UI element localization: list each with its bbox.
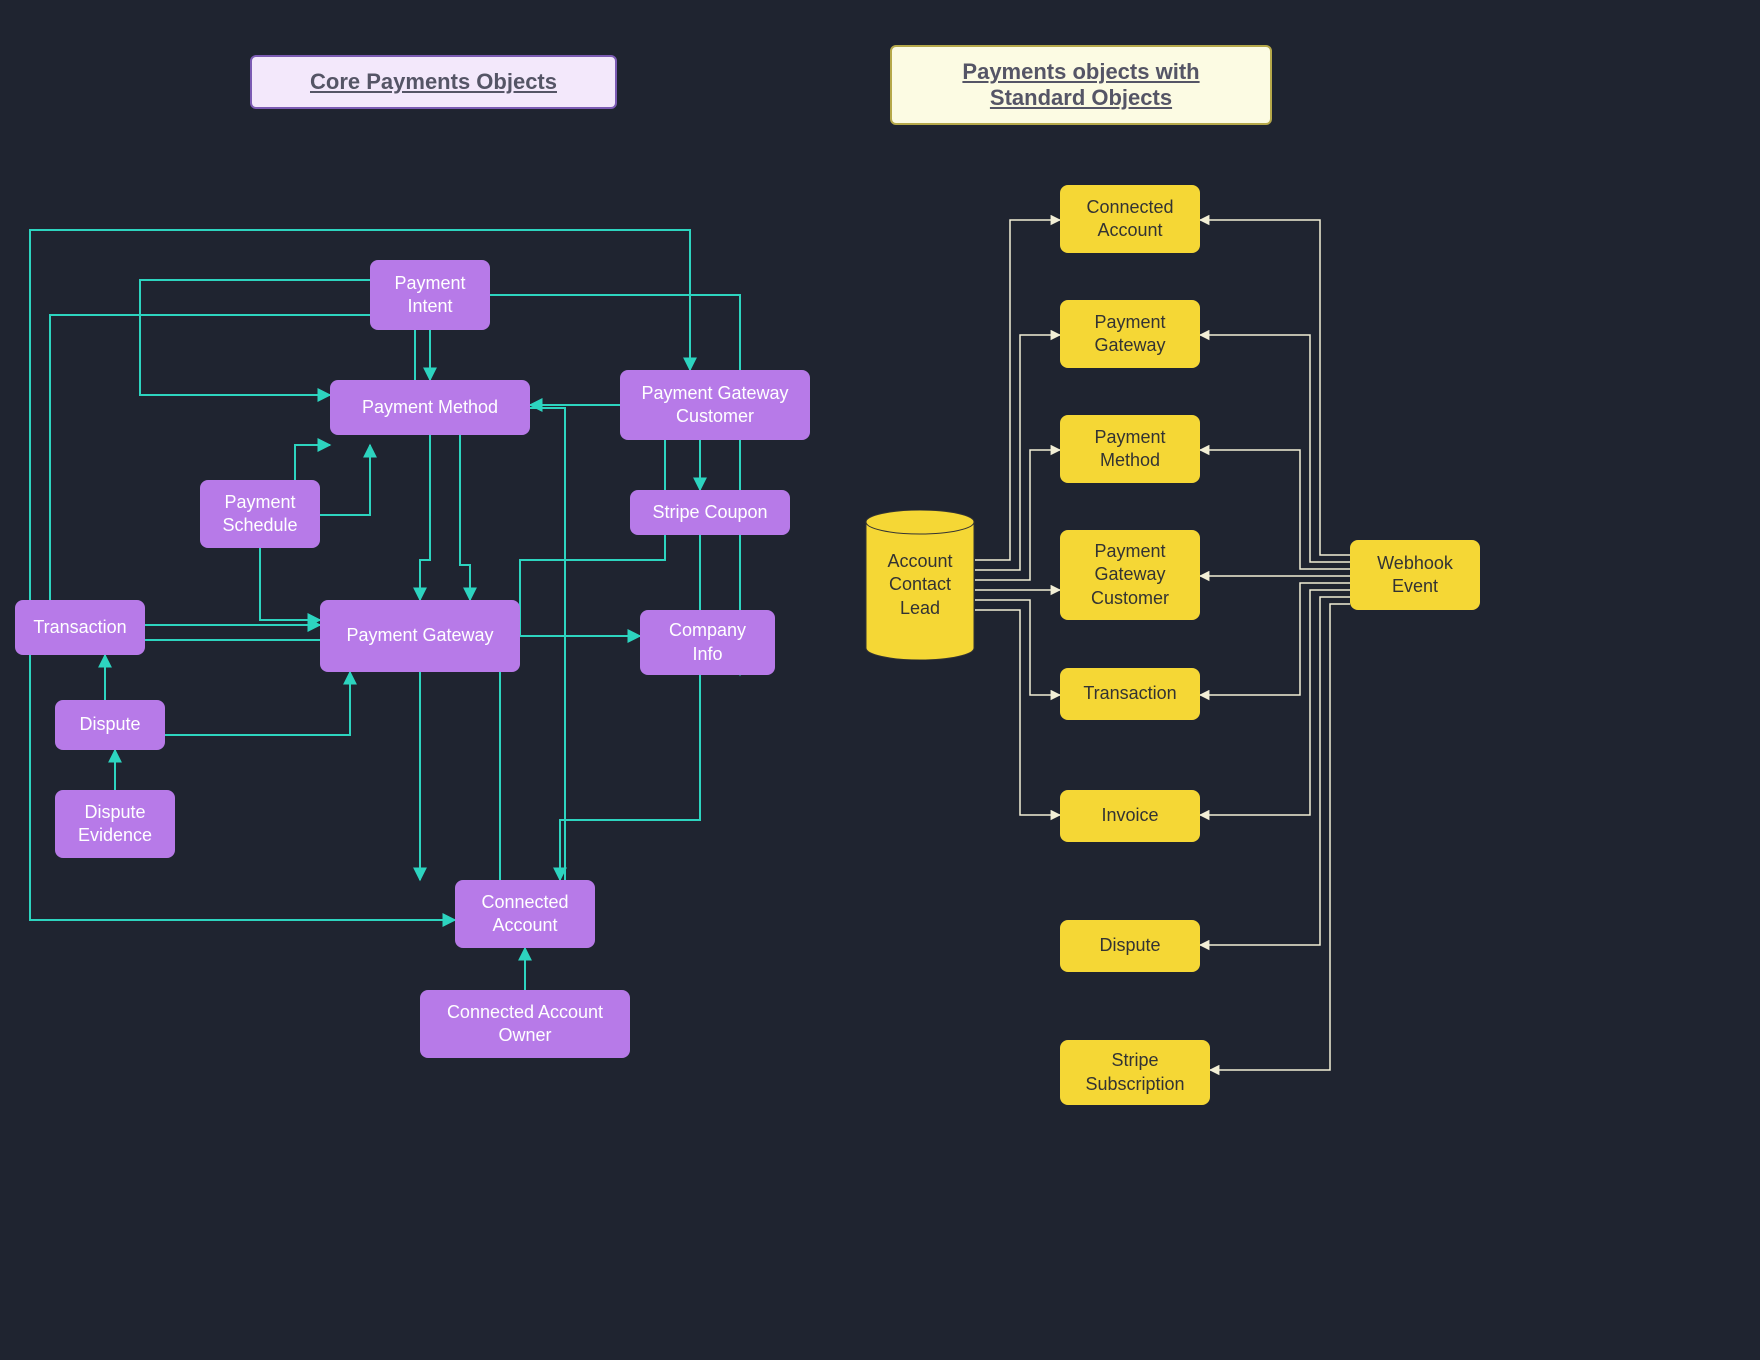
edge: [975, 450, 1060, 580]
p-devidence: DisputeEvidence: [55, 790, 175, 858]
y-ca: ConnectedAccount: [1060, 185, 1200, 253]
edge: [30, 655, 455, 920]
edge: [260, 548, 320, 620]
edge: [460, 435, 470, 600]
edge: [1200, 335, 1350, 562]
p-pg: Payment Gateway: [320, 600, 520, 672]
edge: [1200, 450, 1350, 569]
y-pgc: PaymentGatewayCustomer: [1060, 530, 1200, 620]
edge: [420, 435, 430, 600]
p-pgc: Payment GatewayCustomer: [620, 370, 810, 440]
p-intent: PaymentIntent: [370, 260, 490, 330]
edge: [1200, 220, 1350, 555]
p-txn: Transaction: [15, 600, 145, 655]
edge: [1200, 590, 1350, 815]
edge: [975, 600, 1060, 695]
p-method: Payment Method: [330, 380, 530, 435]
edge: [1200, 583, 1350, 695]
edge: [320, 445, 370, 515]
p-caowner: Connected AccountOwner: [420, 990, 630, 1058]
edge: [520, 440, 665, 636]
edge: [975, 335, 1060, 570]
edges-layer: [0, 0, 1760, 1360]
edge: [520, 440, 665, 636]
p-dispute: Dispute: [55, 700, 165, 750]
acl: AccountContactLead: [865, 510, 975, 660]
y-invoice: Invoice: [1060, 790, 1200, 842]
edge: [165, 672, 350, 735]
edge: [145, 640, 500, 880]
y-txn: Transaction: [1060, 668, 1200, 720]
title-left: Core Payments Objects: [250, 55, 617, 109]
edge: [975, 610, 1060, 815]
p-coupon: Stripe Coupon: [630, 490, 790, 535]
edge: [560, 535, 700, 880]
p-company: CompanyInfo: [640, 610, 775, 675]
p-schedule: PaymentSchedule: [200, 480, 320, 548]
edge: [490, 295, 740, 370]
edge: [140, 280, 370, 395]
y-dispute: Dispute: [1060, 920, 1200, 972]
edge: [1200, 597, 1350, 945]
y-pg: PaymentGateway: [1060, 300, 1200, 368]
title-right: Payments objects withStandard Objects: [890, 45, 1272, 125]
p-connected: ConnectedAccount: [455, 880, 595, 948]
edge: [295, 445, 330, 480]
edge: [975, 220, 1060, 560]
y-webhook: WebhookEvent: [1350, 540, 1480, 610]
diagram-canvas: Core Payments Objects Payments objects wi…: [0, 0, 1760, 1360]
y-sub: StripeSubscription: [1060, 1040, 1210, 1105]
edge: [1210, 604, 1350, 1070]
y-pm: PaymentMethod: [1060, 415, 1200, 483]
edge: [50, 315, 415, 600]
edge: [530, 408, 595, 910]
